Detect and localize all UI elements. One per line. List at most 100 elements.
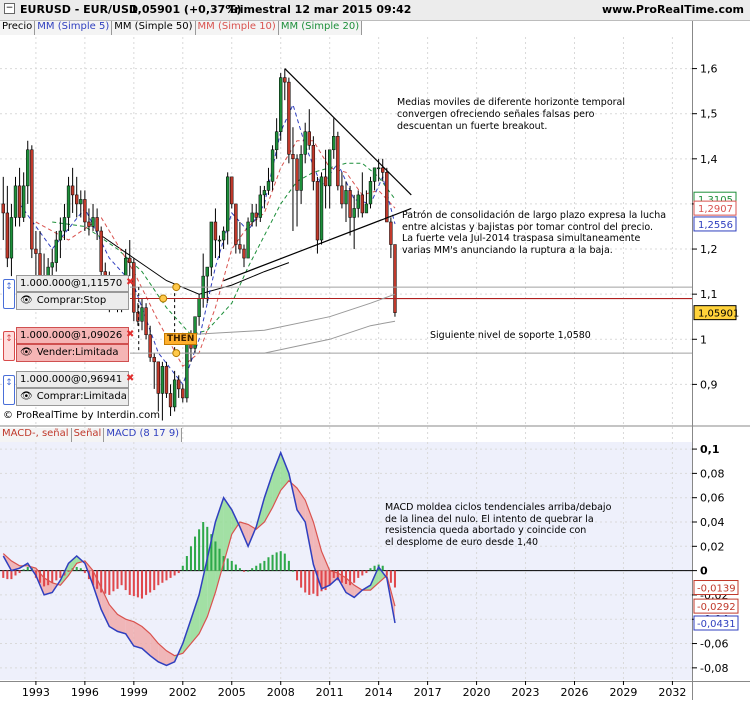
price-legend: Precio MM (Simple 5) MM (Simple 50) MM (… <box>0 21 363 35</box>
macd-histogram-bar <box>145 570 148 595</box>
order-cancel-icon[interactable]: ✖ <box>126 329 135 340</box>
macd-histogram-bar <box>251 568 254 571</box>
header-bar: − EURUSD - EUR/USD 1,05901 (+0,37%) Trim… <box>0 0 750 21</box>
sma20-line <box>52 162 396 336</box>
order-cancel-icon[interactable]: ✖ <box>126 373 135 384</box>
annotation-line: el desplome de euro desde 1,40 <box>385 536 539 548</box>
collapse-icon[interactable]: − <box>4 3 15 14</box>
macd-tick-label: 0,08 <box>700 467 725 480</box>
macd-signal-fill <box>297 487 306 522</box>
candle-body <box>332 136 336 151</box>
order-action[interactable]: 👁 Comprar:Stop <box>16 292 129 310</box>
macd-histogram-bar <box>206 526 209 571</box>
candle-body <box>185 343 189 399</box>
eye-icon[interactable]: 👁 <box>20 391 33 402</box>
order-cancel-icon[interactable]: ✖ <box>126 277 135 288</box>
macd-histogram-bar <box>38 570 42 583</box>
legend-mm50[interactable]: MM (Simple 50) <box>112 21 196 35</box>
macd-histogram-bar <box>210 534 213 571</box>
legend-mm5[interactable]: MM (Simple 5) <box>35 21 113 35</box>
candle-body <box>266 181 271 191</box>
header-period-date: Trimestral 12 mar 2015 09:42 <box>228 3 412 16</box>
order-anchor-dot[interactable] <box>159 294 168 303</box>
candle-body <box>193 316 197 349</box>
price-badge-label: 1,2556 <box>698 220 733 231</box>
annotation-line: entre alcistas y bajistas por tomar cont… <box>402 221 654 233</box>
candle-body <box>393 244 397 313</box>
legend-precio[interactable]: Precio <box>0 21 36 35</box>
macd-histogram-bar <box>255 565 258 571</box>
x-tick-label: 2017 <box>414 686 442 699</box>
legend-macd-minus-signal[interactable]: MACD-, señal <box>0 428 72 442</box>
legend-signal[interactable]: Señal <box>71 428 105 442</box>
candle-body <box>348 190 352 218</box>
macd-histogram-bar <box>218 548 221 571</box>
macd-signal-fill <box>150 633 159 662</box>
order-action[interactable]: 👁 Comprar:Limitada <box>16 388 129 406</box>
candle-body <box>238 244 242 250</box>
macd-signal-fill <box>133 621 142 649</box>
candle-body <box>376 167 381 170</box>
macd-legend: MACD-, señal Señal MACD (8 17 9) <box>0 428 183 442</box>
candle-body <box>209 221 214 268</box>
macd-histogram-bar <box>234 564 237 571</box>
candle-body <box>140 307 144 322</box>
candle-body <box>54 239 58 263</box>
order-qty: 1.000.000@1,11570 <box>16 275 129 292</box>
order-handle-icon[interactable]: ↕ <box>3 375 15 405</box>
resistance-trendline[interactable] <box>284 68 412 196</box>
order-anchor-dot[interactable] <box>172 349 181 358</box>
eye-icon[interactable]: 👁 <box>20 347 33 358</box>
legend-macd[interactable]: MACD (8 17 9) <box>104 428 183 442</box>
eye-icon[interactable]: 👁 <box>20 295 33 306</box>
macd-tick-label: -0,08 <box>700 662 728 675</box>
order-qty: 1.000.000@1,09026 <box>16 327 129 344</box>
order-anchor-dot[interactable] <box>172 283 181 292</box>
macd-tick-label: -0,06 <box>700 638 728 651</box>
macd-histogram-bar <box>92 570 95 586</box>
macd-histogram-bar <box>296 570 299 581</box>
candle-body <box>26 149 30 187</box>
x-tick-label: 2005 <box>218 686 246 699</box>
y-tick-label: 0,9 <box>700 378 718 391</box>
order-handle-icon[interactable]: ↕ <box>3 331 15 361</box>
candle-body <box>197 298 201 317</box>
support-trendline[interactable] <box>223 207 412 282</box>
legend-mm20[interactable]: MM (Simple 20) <box>278 21 363 35</box>
macd-histogram-bar <box>259 563 262 571</box>
macd-signal-fill <box>125 619 134 646</box>
price-badge <box>693 200 737 216</box>
candle-body <box>381 167 385 173</box>
header-brand[interactable]: www.ProRealTime.com <box>601 3 744 16</box>
macd-tick-label: 0,04 <box>700 516 725 529</box>
macd-signal-fill <box>346 577 355 598</box>
signal-line <box>2 479 396 657</box>
macd-histogram-bar <box>173 570 176 576</box>
macd-histogram-bar <box>198 529 201 571</box>
order-action[interactable]: 👁 Vender:Limitada <box>16 344 129 362</box>
x-tick-label: 2023 <box>512 686 540 699</box>
order-handle-icon[interactable]: ↕ <box>3 279 15 309</box>
candle-body <box>9 217 14 259</box>
candle-body <box>217 239 222 242</box>
price-badge-label: 1,2907 <box>698 204 733 215</box>
macd-histogram-bar <box>312 570 315 594</box>
macd-histogram-bar <box>214 541 217 571</box>
macd-signal-fill <box>305 500 314 565</box>
candle-body <box>291 154 295 160</box>
candle-body <box>352 208 356 218</box>
macd-signal-fill <box>354 585 363 598</box>
macd-histogram-bar <box>291 570 294 572</box>
annotation-macd: MACD moldea ciclos tendenciales arriba/d… <box>385 502 611 548</box>
macd-signal-fill <box>109 604 118 632</box>
candle-body <box>144 307 148 336</box>
then-tag[interactable]: THEN <box>164 333 198 345</box>
macd-histogram-bar <box>353 570 356 583</box>
legend-mm10[interactable]: MM (Simple 10) <box>195 21 279 35</box>
x-tick-label: 1996 <box>71 686 99 699</box>
header-symbol: EURUSD - EUR/USD <box>20 3 139 16</box>
macd-histogram-bar <box>120 570 123 586</box>
macd-signal-fill <box>321 551 330 589</box>
candle-body <box>95 217 99 232</box>
macd-signal-fill <box>231 509 240 535</box>
